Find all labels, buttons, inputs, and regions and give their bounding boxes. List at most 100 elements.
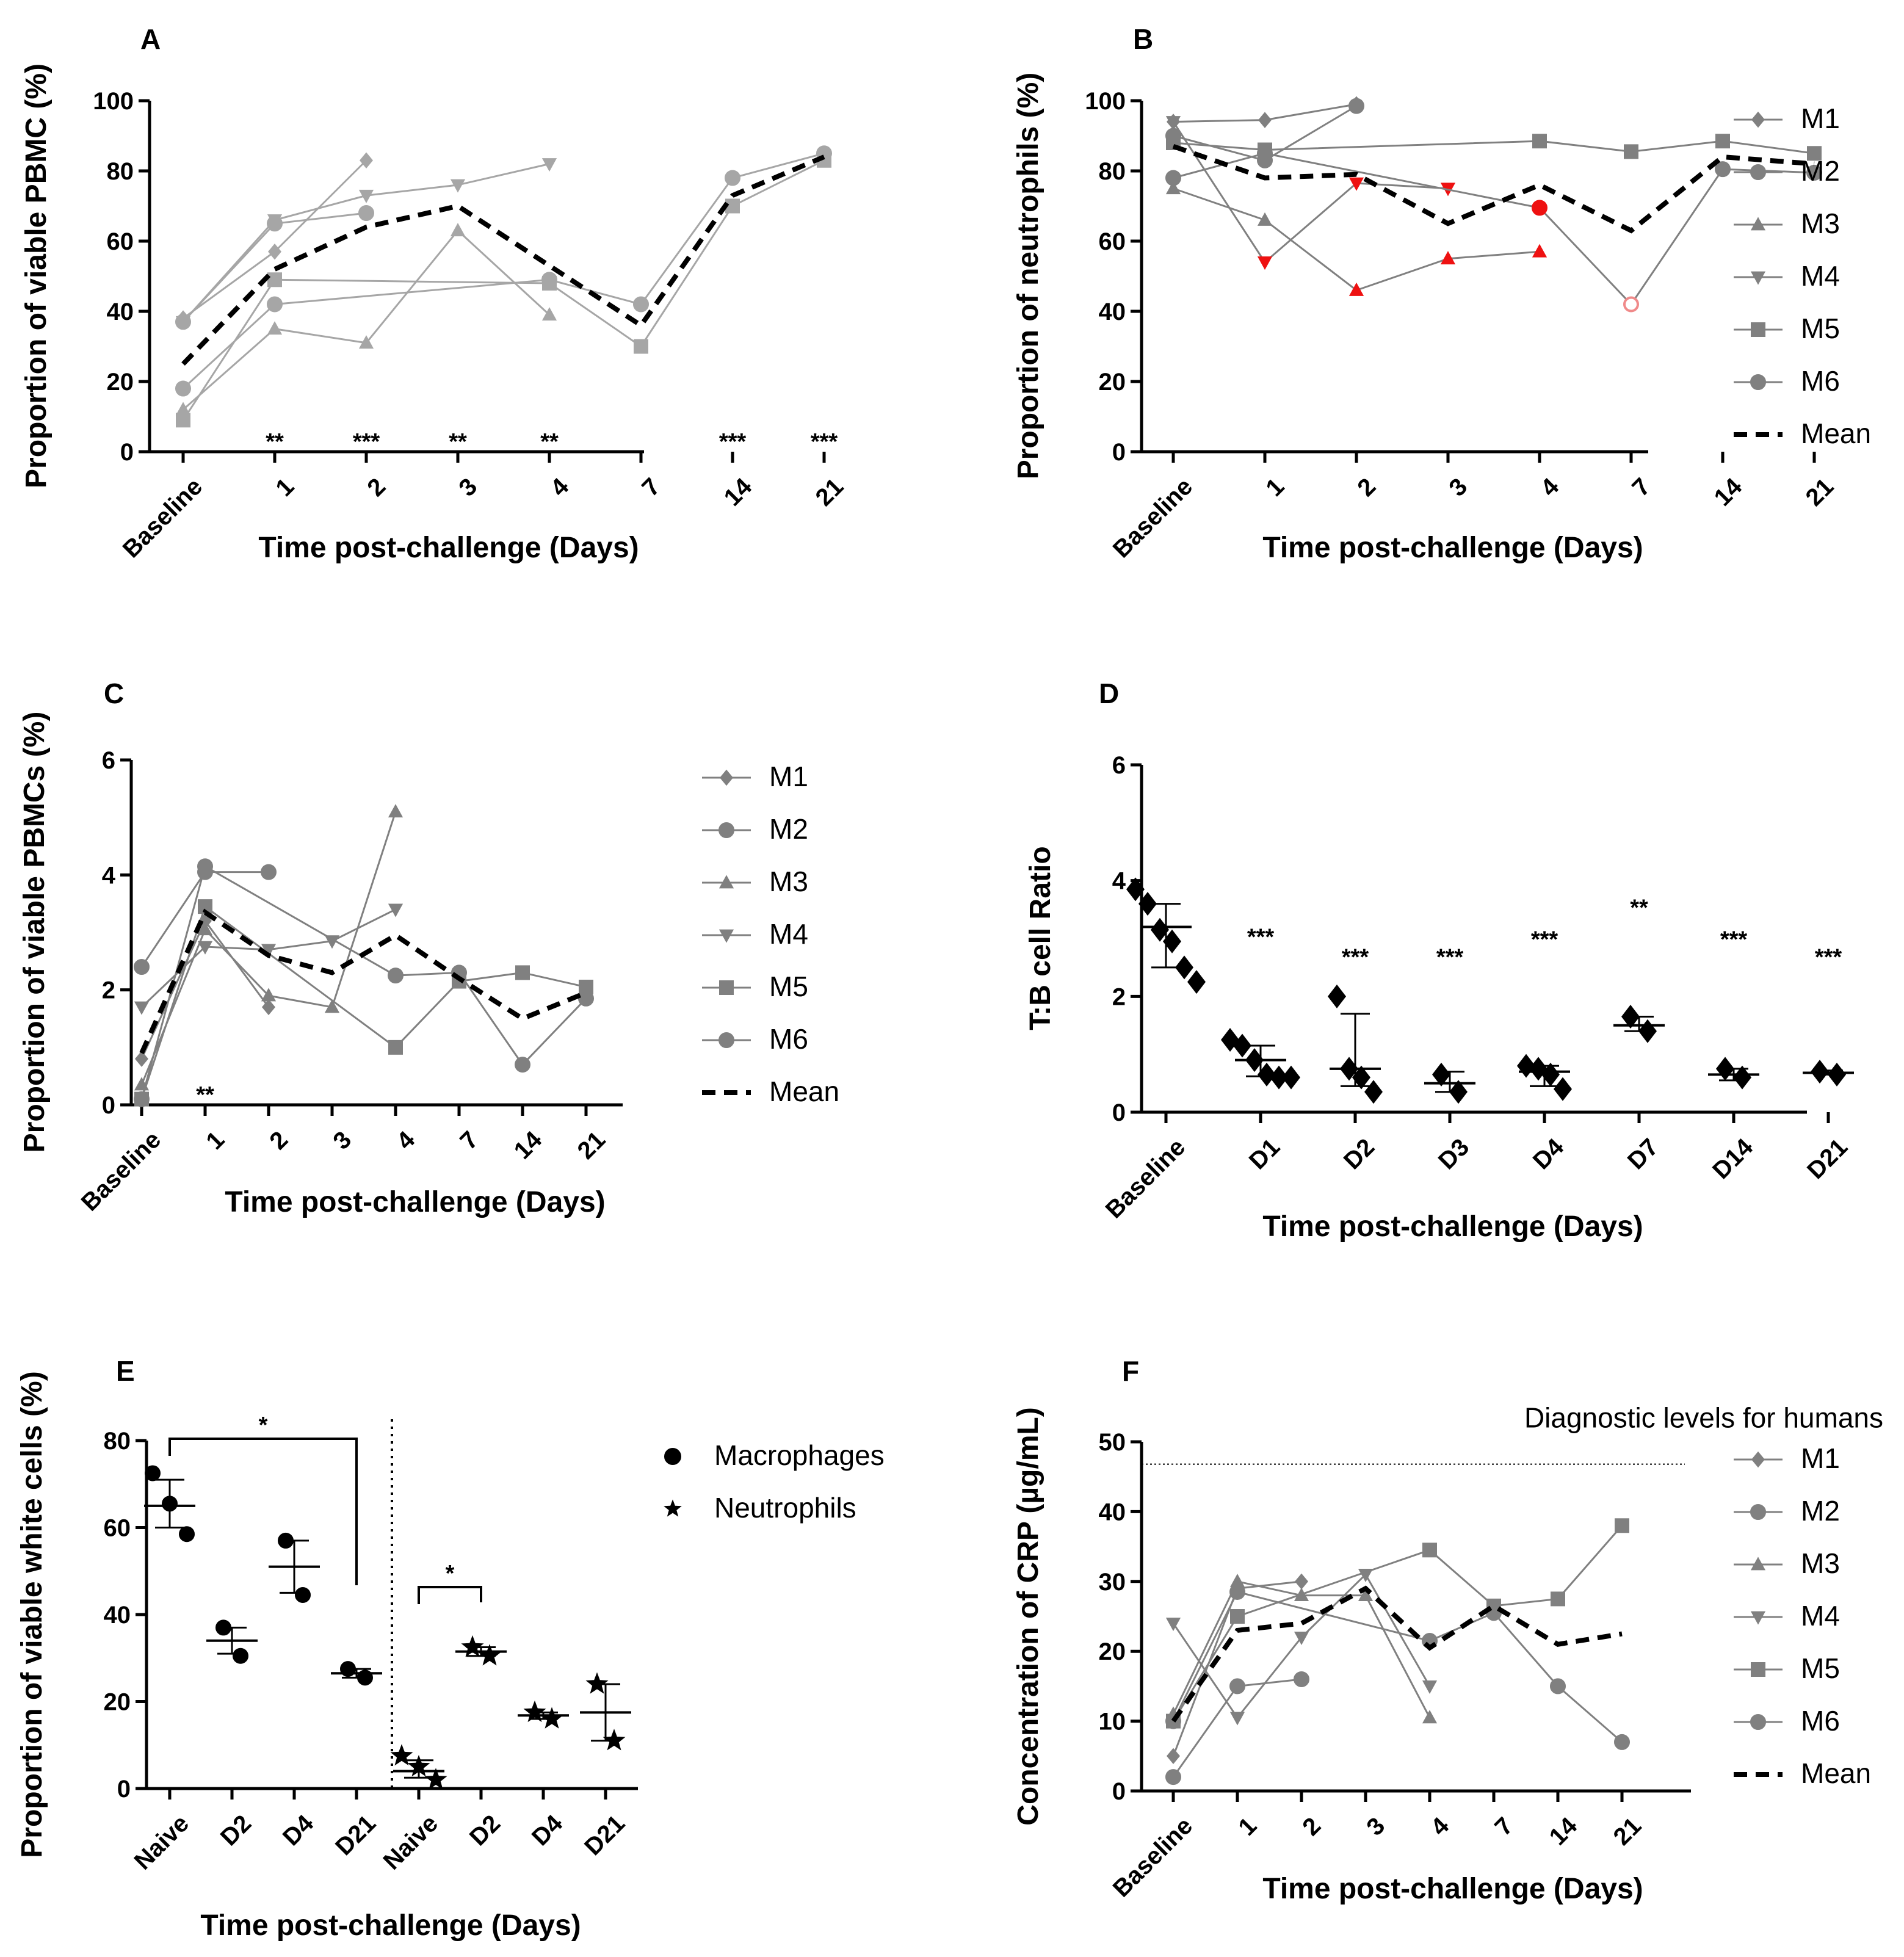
panel-f-xtick-label: 4 [1425, 1812, 1454, 1841]
panel-a-y-title: Proportion of viable PBMC (%) [20, 63, 52, 488]
panel-f-point-m2 [1229, 1678, 1245, 1695]
panel-c-ytick-label: 6 [102, 747, 115, 774]
panel-c-point-m4 [197, 941, 213, 955]
panel-c-xtick-label: 14 [509, 1126, 548, 1165]
panel-f-y-title: Concentration of CRP (µg/mL) [1012, 1407, 1044, 1825]
panel-a-xtick-label: 14 [719, 473, 758, 512]
panel-b-xtick-label: 1 [1261, 473, 1289, 502]
panel-d-point [1233, 1033, 1251, 1058]
panel-a-point-m3 [358, 335, 374, 349]
panel-d-point [1163, 929, 1181, 953]
panel-e-ytick-label: 0 [117, 1776, 131, 1803]
panel-f-legend-label: M6 [1801, 1705, 1840, 1737]
panel-f-x-title: Time post-challenge (Days) [1262, 1873, 1643, 1905]
panel-d-ytick-label: 0 [1112, 1099, 1126, 1126]
panel-e-point [461, 1635, 484, 1657]
panel-d-point [1364, 1080, 1383, 1104]
panel-b-legend-marker [1751, 111, 1765, 128]
panel-f-xtick-label: 7 [1490, 1812, 1518, 1841]
panel-b-point-m3 [1165, 181, 1181, 195]
panel-a-point-m3 [541, 307, 557, 321]
panel-f-legend-label: Mean [1801, 1757, 1871, 1789]
panel-b-point-m3 [1440, 251, 1456, 265]
panel-b-point-m5 [1807, 146, 1822, 161]
panel-b-ytick-label: 40 [1099, 298, 1126, 325]
panel-d-point [1138, 892, 1157, 916]
panel-f-legend-marker [1751, 1662, 1765, 1677]
panel-c-point-m3 [197, 922, 213, 936]
panel-f-point-m6 [1614, 1734, 1630, 1750]
panel-e-ytick-label: 60 [104, 1515, 131, 1542]
panel-a-xtick-label: Baseline [118, 473, 208, 563]
panel-e-ytick-label: 40 [104, 1602, 131, 1629]
panel-b-legend-label: M5 [1801, 313, 1840, 344]
panel-f-point-m4 [1229, 1712, 1245, 1726]
panel-d-significance: ** [1630, 895, 1648, 921]
panel-c-point-m4 [388, 903, 404, 917]
panel-c-point-m6 [578, 990, 594, 1007]
panel-b-point-m3 [1257, 212, 1273, 226]
panel-c-xtick-label: Baseline [76, 1126, 166, 1216]
panel-f-ytick-label: 30 [1099, 1569, 1126, 1596]
panel-c-ytick-label: 4 [102, 862, 116, 889]
panel-d-point [1554, 1077, 1572, 1101]
panel-b-xtick-label: 2 [1352, 473, 1381, 502]
panel-c-legend-label: M4 [769, 918, 808, 950]
panel-f-legend-marker [1750, 1504, 1766, 1520]
panel-a-ytick-label: 100 [93, 88, 134, 115]
panel-b-point-m6 [1623, 296, 1639, 313]
panel-c-line-m6 [140, 864, 587, 1099]
panel-b-legend-label: Mean [1801, 418, 1871, 449]
panel-c-point-m6 [134, 1091, 150, 1107]
panel-f-point-m4 [1294, 1631, 1309, 1645]
panel-f-legend-label: M2 [1801, 1495, 1840, 1527]
panel-a-point-m6 [541, 272, 557, 288]
panel-f-xtick-label: 21 [1609, 1812, 1647, 1851]
panel-a-significance: *** [353, 429, 380, 455]
panel-a-line-m6 [182, 152, 825, 389]
panel-b-line-m5 [1173, 140, 1815, 154]
panel-c-letter: C [104, 678, 124, 709]
panel-d-xtick-label: D14 [1707, 1134, 1759, 1185]
panel-f-legend-marker [1750, 1611, 1766, 1625]
panel-b-legend-marker [1750, 271, 1766, 285]
panel-f-ytick-label: 10 [1099, 1709, 1126, 1735]
panel-a-point-m5 [176, 413, 190, 428]
panel-d-xtick-label: D7 [1623, 1134, 1663, 1174]
panel-c-point-m5 [515, 965, 530, 980]
panel-c-legend-marker [719, 822, 734, 838]
panel-d-significance: *** [1720, 927, 1748, 953]
panel-f-line-m3 [1172, 1580, 1431, 1718]
panel-b-point-m6 [1532, 200, 1547, 216]
panel-c-point-m6 [515, 1057, 530, 1073]
panel-c-point-m2 [134, 959, 150, 975]
panel-b-xtick-label: 21 [1801, 473, 1839, 512]
panel-c-point-m6 [388, 968, 404, 984]
panel-f-line-m1 [1172, 1580, 1302, 1757]
panel-a-letter: A [140, 23, 161, 55]
panel-d-significance: *** [1531, 927, 1558, 953]
panel-c-point-m3 [261, 988, 277, 1002]
panel-a-xtick-label: 1 [270, 473, 299, 502]
panel-a-point-m4 [541, 158, 557, 172]
panel-d-x-title: Time post-challenge (Days) [1262, 1210, 1643, 1243]
panel-c-xtick-label: 1 [201, 1126, 230, 1155]
panel-f-xtick-label: 14 [1544, 1812, 1583, 1851]
panel-b-letter: B [1133, 23, 1153, 55]
panel-a-xtick-label: 3 [454, 473, 482, 502]
panel-a-xtick-label: 4 [545, 473, 574, 502]
panel-d-significance: *** [1342, 944, 1369, 970]
panel-f-xtick-label: 3 [1361, 1812, 1390, 1841]
panel-f-point-m2 [1294, 1671, 1309, 1687]
panel-f-point-m5 [1230, 1609, 1245, 1624]
panel-b-point-m3 [1532, 244, 1547, 258]
panel-e-point [478, 1644, 501, 1666]
panel-d-point [1541, 1062, 1560, 1087]
panel-b-ytick-label: 80 [1099, 158, 1126, 185]
panel-a-xtick-label: 21 [811, 473, 849, 512]
panel-c-point-m3 [324, 999, 340, 1013]
panel-a-point-m6 [725, 170, 740, 186]
panel-f-point-m6 [1229, 1583, 1245, 1600]
panel-e-ytick-label: 80 [104, 1428, 131, 1455]
panel-b-legend-label: M3 [1801, 208, 1840, 239]
